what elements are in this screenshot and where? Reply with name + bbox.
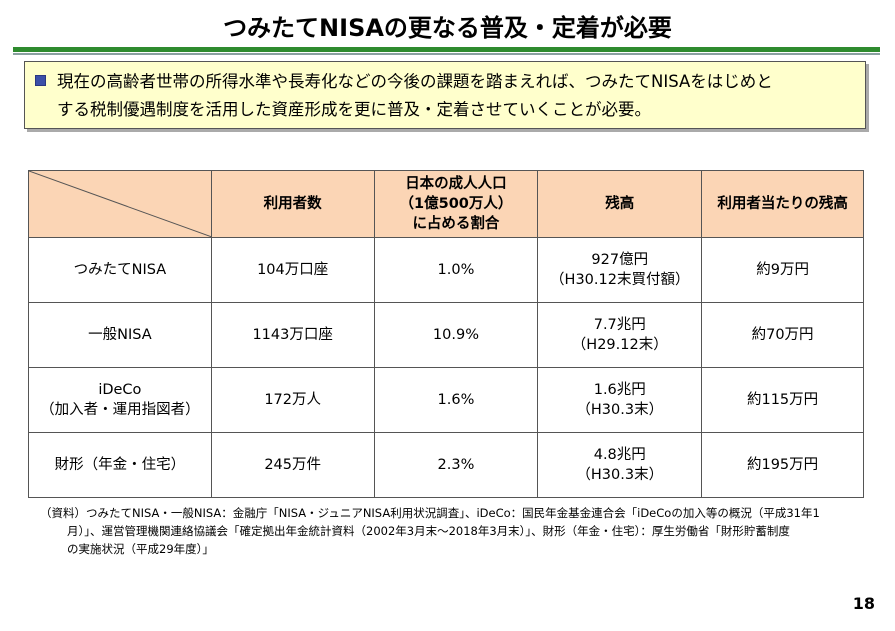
header-corner-cell (28, 170, 212, 238)
cell-share: 1.6% (373, 367, 539, 433)
cell-balance: 927億円 （H30.12末買付額） (537, 237, 703, 303)
source-line: （資料）つみたてNISA・一般NISA：金融庁「NISA・ジュニアNISA利用状… (40, 506, 820, 520)
cell-balance: 7.7兆円 （H29.12末） (537, 302, 703, 368)
cell-per-user: 約70万円 (701, 302, 864, 368)
row-label: つみたてNISA (28, 237, 212, 303)
row-label: 一般NISA (28, 302, 212, 368)
cell-balance: 1.6兆円 （H30.3末） (537, 367, 703, 433)
header-population-share: 日本の成人人口 （1億500万人） に占める割合 (373, 170, 539, 238)
cell-per-user: 約115万円 (701, 367, 864, 433)
row-label: iDeCo （加入者・運用指図者） (28, 367, 212, 433)
cell-per-user: 約9万円 (701, 237, 864, 303)
table-row: iDeCo （加入者・運用指図者） 172万人 1.6% 1.6兆円 （H30.… (28, 367, 864, 433)
title-underline-shadow (13, 53, 880, 55)
row-label: 財形（年金・住宅） (28, 432, 212, 498)
source-note: （資料）つみたてNISA・一般NISA：金融庁「NISA・ジュニアNISA利用状… (40, 504, 870, 558)
page-number: 18 (852, 594, 875, 613)
cell-users: 172万人 (210, 367, 375, 433)
summary-text: 現在の高齢者世帯の所得水準や長寿化などの今後の課題を踏まえれば、つみたてNISA… (57, 72, 773, 119)
cell-per-user: 約195万円 (701, 432, 864, 498)
diagonal-line (29, 171, 212, 237)
source-line: の実施状況（平成29年度）」 (67, 542, 214, 556)
cell-users: 1143万口座 (210, 302, 375, 368)
table-row: 一般NISA 1143万口座 10.9% 7.7兆円 （H29.12末） 約70… (28, 302, 864, 368)
cell-share: 2.3% (373, 432, 539, 498)
source-line: 月）」、運営管理機関連絡協議会「確定拠出年金統計資料（2002年3月末～2018… (67, 524, 790, 538)
cell-share: 1.0% (373, 237, 539, 303)
cell-share: 10.9% (373, 302, 539, 368)
table-row: 財形（年金・住宅） 245万件 2.3% 4.8兆円 （H30.3末） 約195… (28, 432, 864, 498)
table-header-row: 利用者数 日本の成人人口 （1億500万人） に占める割合 残高 利用者当たりの… (28, 170, 864, 238)
title-underline (13, 47, 880, 52)
table-row: つみたてNISA 104万口座 1.0% 927億円 （H30.12末買付額） … (28, 237, 864, 303)
cell-users: 104万口座 (210, 237, 375, 303)
header-balance-per-user: 利用者当たりの残高 (701, 170, 864, 238)
header-balance: 残高 (537, 170, 703, 238)
square-bullet-icon (35, 75, 46, 86)
cell-users: 245万件 (210, 432, 375, 498)
page-title: つみたてNISAの更なる普及・定着が必要 (223, 14, 672, 42)
cell-balance: 4.8兆円 （H30.3末） (537, 432, 703, 498)
comparison-table: 利用者数 日本の成人人口 （1億500万人） に占める割合 残高 利用者当たりの… (28, 170, 864, 498)
header-users: 利用者数 (210, 170, 375, 238)
summary-box: 現在の高齢者世帯の所得水準や長寿化などの今後の課題を踏まえれば、つみたてNISA… (24, 61, 866, 129)
